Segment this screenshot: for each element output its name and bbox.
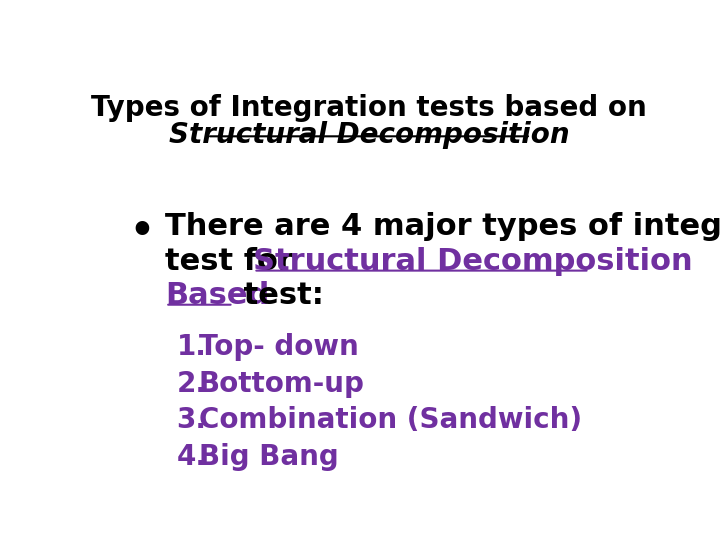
Text: •: • — [129, 212, 154, 251]
Text: 2.: 2. — [176, 369, 207, 397]
Text: 4.: 4. — [176, 443, 207, 471]
Text: Based: Based — [166, 281, 269, 309]
Text: test:: test: — [233, 281, 324, 309]
Text: Bottom-up: Bottom-up — [199, 369, 365, 397]
Text: 1.: 1. — [176, 333, 207, 361]
Text: Types of Integration tests based on: Types of Integration tests based on — [91, 94, 647, 122]
Text: Structural Decomposition: Structural Decomposition — [168, 121, 570, 149]
Text: 3.: 3. — [176, 406, 207, 434]
Text: Top- down: Top- down — [199, 333, 359, 361]
Text: Structural Decomposition: Structural Decomposition — [253, 246, 693, 275]
Text: test for: test for — [166, 246, 304, 275]
Text: Combination (Sandwich): Combination (Sandwich) — [199, 406, 582, 434]
Text: Big Bang: Big Bang — [199, 443, 338, 471]
Text: There are 4 major types of integration: There are 4 major types of integration — [166, 212, 720, 241]
